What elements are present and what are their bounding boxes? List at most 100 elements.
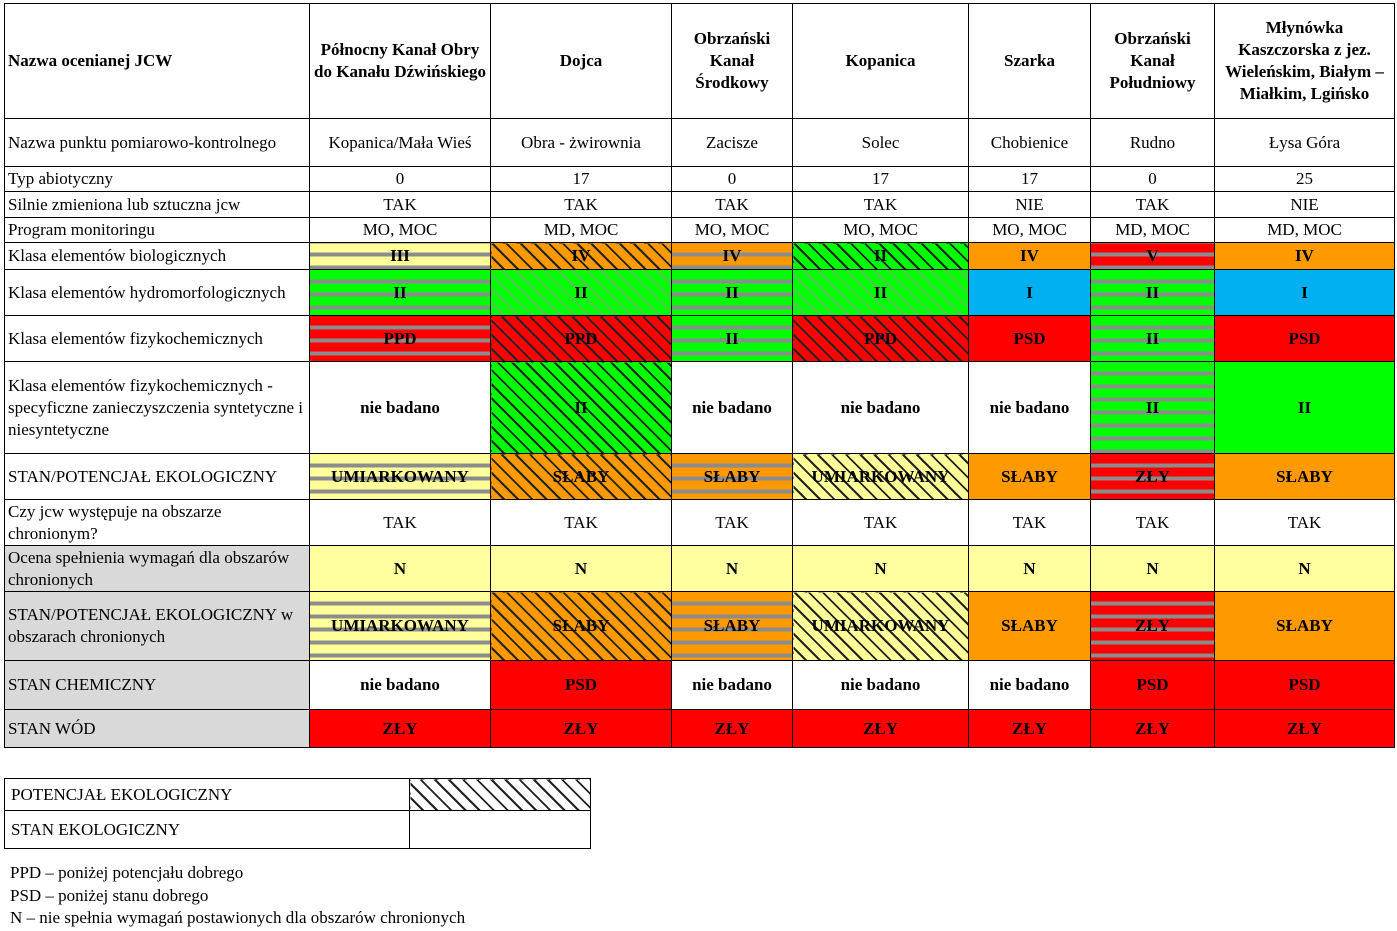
row-label: STAN/POTENCJAŁ EKOLOGICZNY [4, 453, 310, 500]
table-row: STAN/POTENCJAŁ EKOLOGICZNY w obszarach c… [4, 591, 1395, 661]
header-row: Nazwa ocenianej JCW Północny Kanał Obry … [4, 3, 1395, 119]
class-cell: II [1090, 315, 1215, 362]
table-cell: Obra - żwirownia [490, 118, 672, 167]
table-row: Klasa elementów fizykochemicznych - spec… [4, 361, 1395, 454]
note-ppd: PPD – poniżej potencjału dobrego [10, 863, 244, 882]
note-n: N – nie spełnia wymagań postawionych dla… [10, 908, 466, 927]
class-cell: UMIARKOWANY [792, 591, 969, 661]
legend-row-stan: STAN EKOLOGICZNY [4, 810, 591, 849]
class-cell: II [792, 269, 969, 316]
class-cell: UMIARKOWANY [309, 591, 491, 661]
table-row: Ocena spełnienia wymagań dla obszarów ch… [4, 545, 1395, 592]
table-cell: MO, MOC [671, 217, 793, 243]
table-cell: TAK [1090, 499, 1215, 546]
class-cell: nie badano [309, 361, 491, 454]
class-cell: ZŁY [792, 709, 969, 748]
class-cell: SŁABY [968, 453, 1091, 500]
table-row: Silnie zmieniona lub sztuczna jcw TAK TA… [4, 191, 1395, 218]
header-col-2: Dojca [490, 3, 672, 119]
class-cell: I [968, 269, 1091, 316]
class-cell: UMIARKOWANY [792, 453, 969, 500]
table-cell: MD, MOC [490, 217, 672, 243]
header-col-6: Obrzański Kanał Południowy [1090, 3, 1215, 119]
table-cell: MD, MOC [1214, 217, 1395, 243]
class-cell: ZŁY [1090, 591, 1215, 661]
class-cell: ZŁY [968, 709, 1091, 748]
class-cell: UMIARKOWANY [309, 453, 491, 500]
table-cell: Kopanica/Mała Wieś [309, 118, 491, 167]
abbreviation-notes: PPD – poniżej potencjału dobrego PSD – p… [10, 862, 465, 930]
table-cell: TAK [490, 499, 672, 546]
class-cell: II [309, 269, 491, 316]
table-cell: 17 [792, 166, 969, 192]
table-row: Nazwa punktu pomiarowo-kontrolnego Kopan… [4, 118, 1395, 167]
table-row: Klasa elementów fizykochemicznych PPD PP… [4, 315, 1395, 362]
class-cell: SŁABY [671, 591, 793, 661]
class-cell: II [671, 269, 793, 316]
class-cell: SŁABY [490, 591, 672, 661]
class-cell: SŁABY [1214, 453, 1395, 500]
class-cell: II [490, 269, 672, 316]
row-label: STAN/POTENCJAŁ EKOLOGICZNY w obszarach c… [4, 591, 310, 661]
row-label: Klasa elementów fizykochemicznych - spec… [4, 361, 310, 454]
row-label: Ocena spełnienia wymagań dla obszarów ch… [4, 545, 310, 592]
row-label: Silnie zmieniona lub sztuczna jcw [4, 191, 310, 218]
class-cell: IV [490, 242, 672, 270]
table-cell: NIE [968, 191, 1091, 218]
row-label: Klasa elementów biologicznych [4, 242, 310, 270]
table-cell: 0 [309, 166, 491, 192]
table-cell: TAK [309, 191, 491, 218]
class-cell: PSD [1214, 315, 1395, 362]
class-cell: nie badano [968, 361, 1091, 454]
class-cell: nie badano [671, 660, 793, 710]
assessment-table: Nazwa ocenianej JCW Północny Kanał Obry … [4, 3, 1395, 748]
class-cell: II [671, 315, 793, 362]
legend-label-stan: STAN EKOLOGICZNY [4, 810, 410, 849]
table-cell: MO, MOC [968, 217, 1091, 243]
legend-swatch-plain [409, 810, 591, 849]
legend-swatch-hatched [409, 778, 591, 811]
table-cell: N [1214, 545, 1395, 592]
table-row: STAN WÓD ZŁY ZŁY ZŁY ZŁY ZŁY ZŁY ZŁY [4, 709, 1395, 748]
table-cell: Solec [792, 118, 969, 167]
table-cell: 17 [490, 166, 672, 192]
class-cell: PSD [490, 660, 672, 710]
table-cell: 0 [671, 166, 793, 192]
row-label: Klasa elementów hydromorfologicznych [4, 269, 310, 316]
table-row: Czy jcw występuje na obszarze chronionym… [4, 499, 1395, 546]
table-cell: N [309, 545, 491, 592]
class-cell: ZŁY [309, 709, 491, 748]
table-cell: TAK [671, 191, 793, 218]
class-cell: IV [1214, 242, 1395, 270]
header-label: Nazwa ocenianej JCW [4, 3, 310, 119]
table-cell: Łysa Góra [1214, 118, 1395, 167]
table-cell: MO, MOC [792, 217, 969, 243]
row-label: Nazwa punktu pomiarowo-kontrolnego [4, 118, 310, 167]
table-cell: TAK [309, 499, 491, 546]
class-cell: ZŁY [490, 709, 672, 748]
table-cell: TAK [490, 191, 672, 218]
table-row: Program monitoringu MO, MOC MD, MOC MO, … [4, 217, 1395, 243]
class-cell: nie badano [671, 361, 793, 454]
class-cell: II [490, 361, 672, 454]
class-cell: SŁABY [490, 453, 672, 500]
table-cell: TAK [1090, 191, 1215, 218]
class-cell: II [1090, 361, 1215, 454]
class-cell: PSD [968, 315, 1091, 362]
header-col-3: Obrzański Kanał Środkowy [671, 3, 793, 119]
legend-row-potencjal: POTENCJAŁ EKOLOGICZNY [4, 778, 591, 811]
class-cell: II [1090, 269, 1215, 316]
row-label: Klasa elementów fizykochemicznych [4, 315, 310, 362]
class-cell: IV [968, 242, 1091, 270]
header-col-1: Północny Kanał Obry do Kanału Dźwińskieg… [309, 3, 491, 119]
table-row: STAN/POTENCJAŁ EKOLOGICZNY UMIARKOWANY S… [4, 453, 1395, 500]
table-row: Typ abiotyczny 0 17 0 17 17 0 25 [4, 166, 1395, 192]
class-cell: ZŁY [671, 709, 793, 748]
class-cell: ZŁY [1090, 709, 1215, 748]
note-psd: PSD – poniżej stanu dobrego [10, 885, 209, 905]
class-cell: PSD [1090, 660, 1215, 710]
class-cell: III [309, 242, 491, 270]
row-label: STAN CHEMICZNY [4, 660, 310, 710]
table-cell: N [1090, 545, 1215, 592]
legend-table: POTENCJAŁ EKOLOGICZNY STAN EKOLOGICZNY [4, 778, 591, 849]
